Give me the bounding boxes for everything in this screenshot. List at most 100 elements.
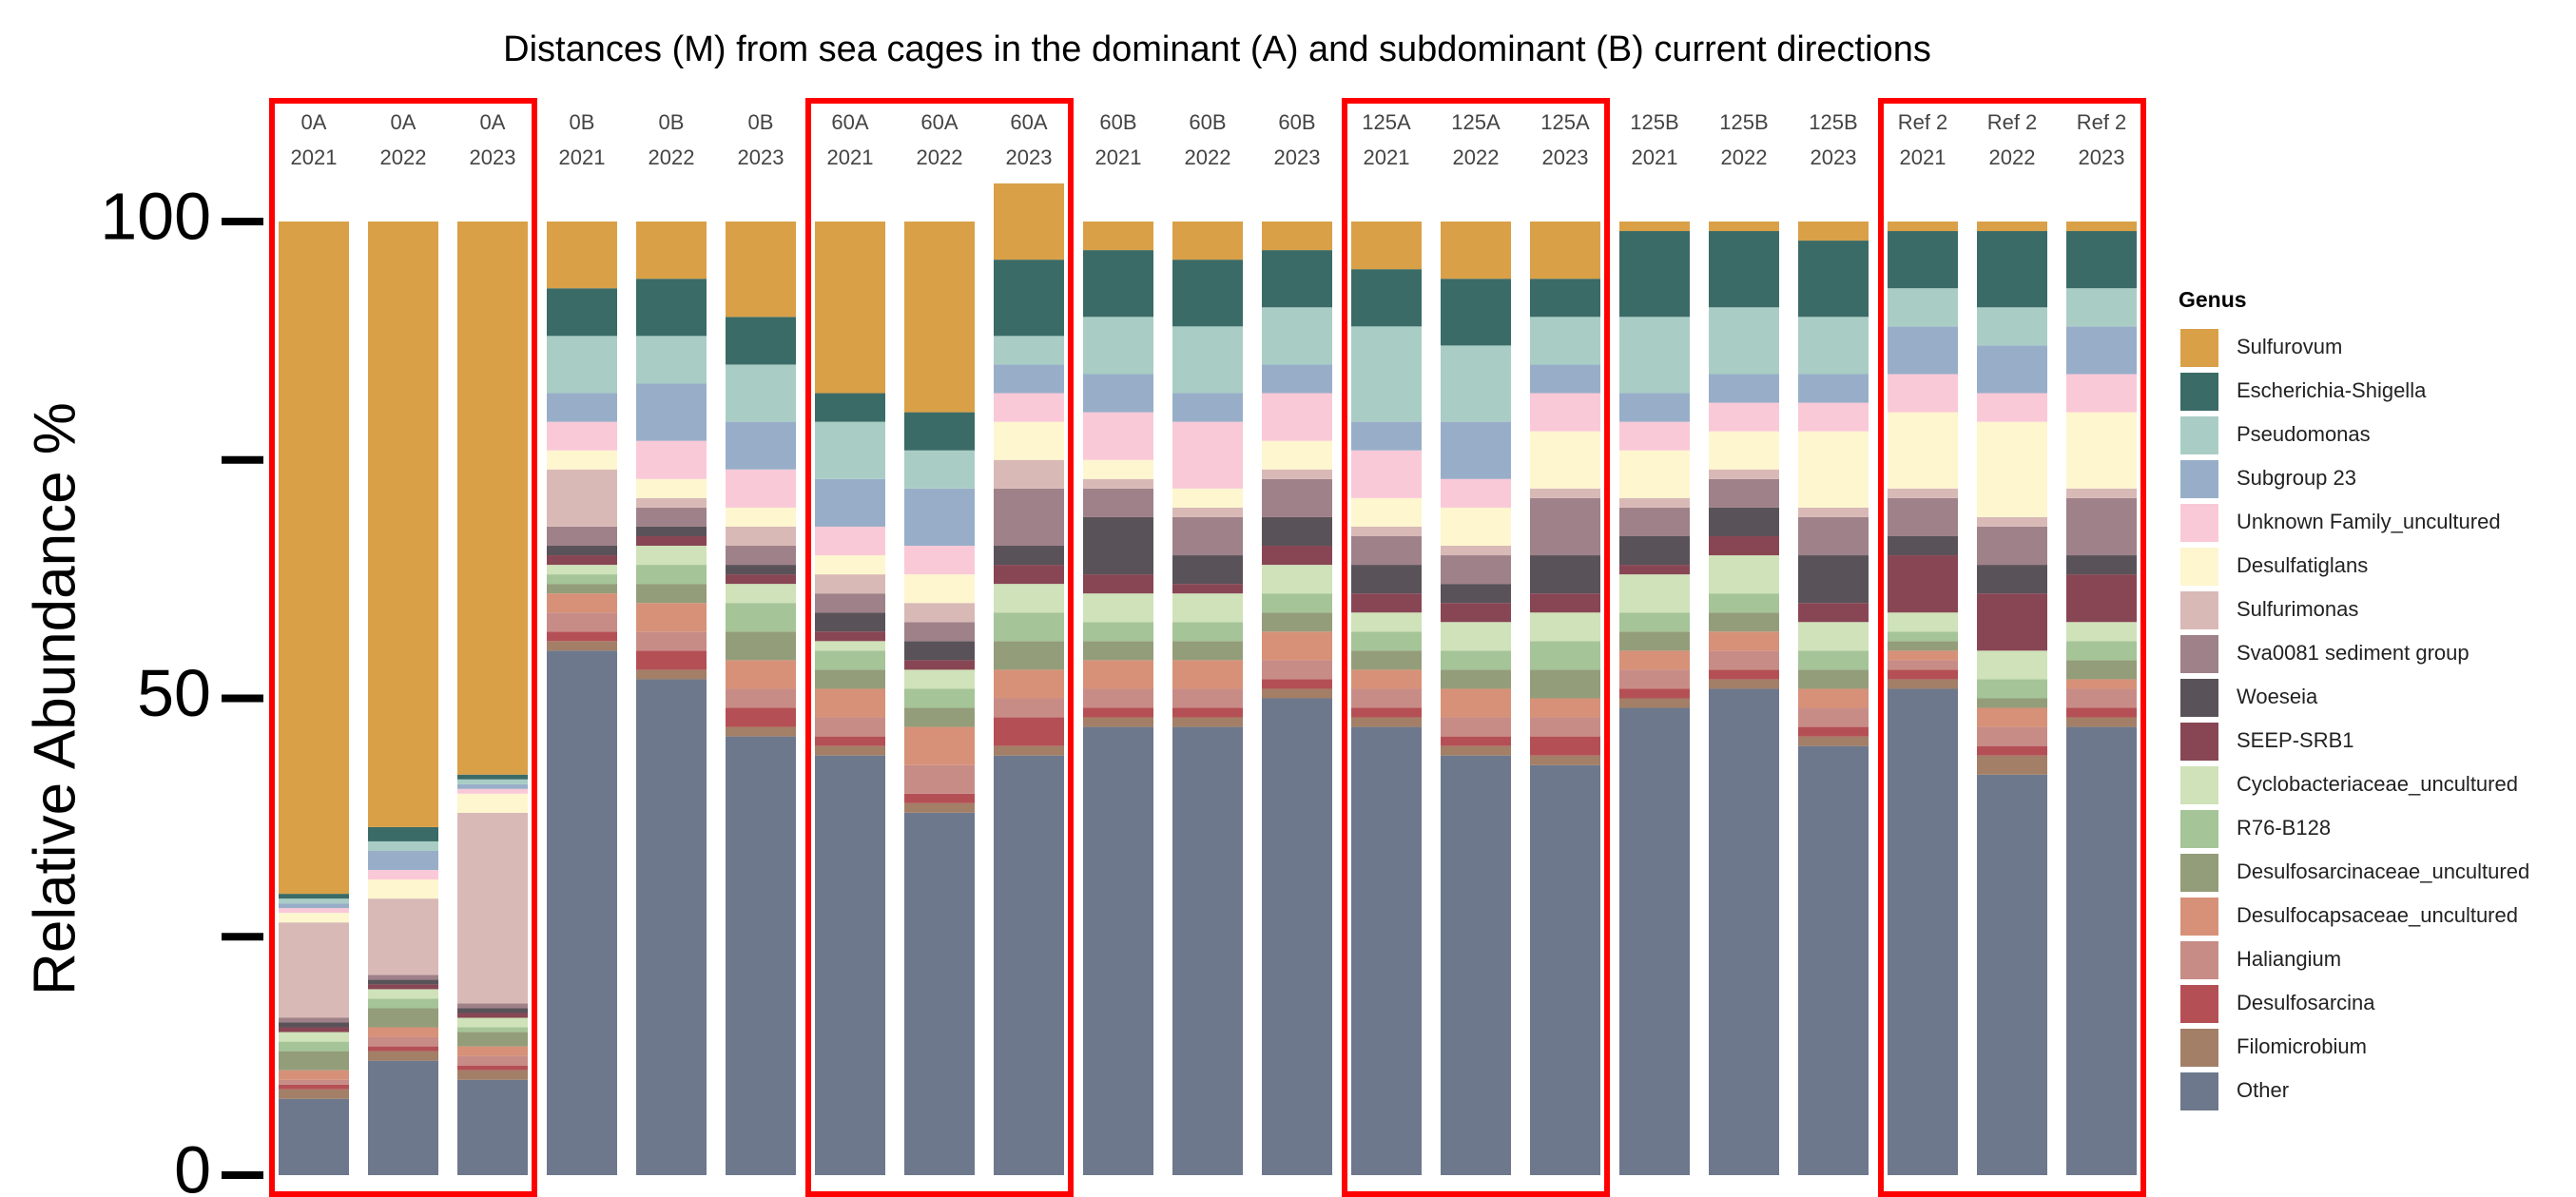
bar-segment [547, 526, 617, 547]
bar-segment [815, 688, 885, 718]
x-tick-label: Ref 2 [1987, 110, 2038, 134]
bar-segment [1351, 526, 1422, 536]
bar-segment [1619, 222, 1690, 232]
bar-segment [279, 1079, 349, 1085]
bar-segment [1172, 393, 1243, 422]
bar-segment [279, 1027, 349, 1033]
bar-segment [1888, 374, 1958, 413]
bar-segment [1619, 612, 1690, 632]
bar-segment [1441, 507, 1511, 547]
bar-segment [636, 679, 707, 1175]
x-tick-label: 125A [1451, 110, 1501, 134]
bar-segment [547, 450, 617, 470]
bar-segment [457, 1065, 528, 1071]
bar-segment [2066, 488, 2137, 498]
bar-segment [1172, 555, 1243, 585]
bar-segment [1888, 679, 1958, 689]
legend-title: Genus [2179, 287, 2247, 312]
bar-segment [1977, 593, 2047, 651]
bar-segment [279, 1089, 349, 1099]
bar-segment [636, 507, 707, 527]
bar-segment [815, 555, 885, 575]
x-tick-label: 2021 [1900, 145, 1947, 169]
x-tick-label: 2022 [1453, 145, 1500, 169]
bar-segment [815, 631, 885, 642]
bar-segment [1619, 688, 1690, 699]
bar-segment [1888, 650, 1958, 661]
bar-segment [1977, 526, 2047, 566]
bar-segment [1530, 755, 1600, 765]
bar-segment [547, 555, 617, 566]
x-tick-label: 0A [480, 110, 506, 134]
x-tick-label: 0B [659, 110, 685, 134]
bar-segment [726, 364, 796, 422]
bar-segment [1530, 555, 1600, 594]
legend-swatch [2180, 679, 2218, 717]
bar-segment [636, 546, 707, 566]
bar-segment [547, 593, 617, 613]
bar-segment [368, 826, 438, 841]
bar-segment [1530, 431, 1600, 489]
bar-segment [1977, 679, 2047, 699]
legend-label: Cyclobacteriaceae_uncultured [2237, 772, 2518, 796]
bar-segment [457, 1070, 528, 1080]
bar-segment [904, 802, 975, 813]
bar-segment [1172, 326, 1243, 394]
bar-segment [726, 736, 796, 1175]
bar-segment [994, 183, 1064, 261]
bar-segment [547, 631, 617, 642]
bar-segment [279, 1017, 349, 1023]
bar-segment [1619, 574, 1690, 613]
bar-segment [279, 1070, 349, 1080]
bar-segment [1709, 307, 1779, 375]
bar-segment [1619, 565, 1690, 575]
bar-segment [1172, 622, 1243, 642]
bar-segment [1172, 260, 1243, 327]
bar-segment [904, 660, 975, 670]
y-tick-label: 50 [137, 656, 211, 730]
bar-segment [279, 1084, 349, 1090]
bar-segment [904, 574, 975, 604]
bar-segment [994, 717, 1064, 746]
bar-segment [994, 546, 1064, 566]
bar-segment [1083, 574, 1153, 594]
legend-label: Other [2237, 1078, 2289, 1102]
bar-segment [994, 459, 1064, 489]
bar-segment [726, 565, 796, 575]
bar-segment [547, 336, 617, 394]
bar-segment [457, 1055, 528, 1066]
bar-segment [368, 1008, 438, 1028]
x-tick-label: 2023 [1006, 145, 1053, 169]
bar-segment [1977, 774, 2047, 1175]
bar-segment [1441, 736, 1511, 746]
bar-segment [1530, 593, 1600, 613]
bar-segment [368, 1046, 438, 1052]
bar-segment [368, 879, 438, 899]
bar-segment [1441, 622, 1511, 651]
bar-segment [1262, 393, 1332, 441]
x-tick-label: 2023 [1811, 145, 1857, 169]
bar-segment [1530, 764, 1600, 1175]
bar-segment [1977, 307, 2047, 346]
bar-segment [2066, 660, 2137, 680]
y-tick-label: 0 [174, 1132, 211, 1197]
legend-label: Sva0081 sediment group [2237, 641, 2469, 665]
bar-segment [994, 584, 1064, 613]
bar-segment [994, 565, 1064, 585]
x-tick-label: 2023 [738, 145, 784, 169]
bar-segment [1530, 488, 1600, 498]
x-tick-label: 60B [1278, 110, 1315, 134]
bar-segment [368, 998, 438, 1009]
bar-segment [2066, 231, 2137, 289]
bar-segment [1083, 593, 1153, 623]
bar-segment [547, 584, 617, 594]
bar-segment [368, 898, 438, 975]
bar-segment [1441, 745, 1511, 756]
bar-segment [1798, 317, 1869, 375]
bar-segment [1709, 631, 1779, 651]
bar-segment [1351, 222, 1422, 270]
bar-segment [2066, 679, 2137, 689]
bar-segment [1172, 507, 1243, 517]
bar-segment [1798, 241, 1869, 318]
y-axis-label: Relative Abundance % [22, 402, 87, 995]
